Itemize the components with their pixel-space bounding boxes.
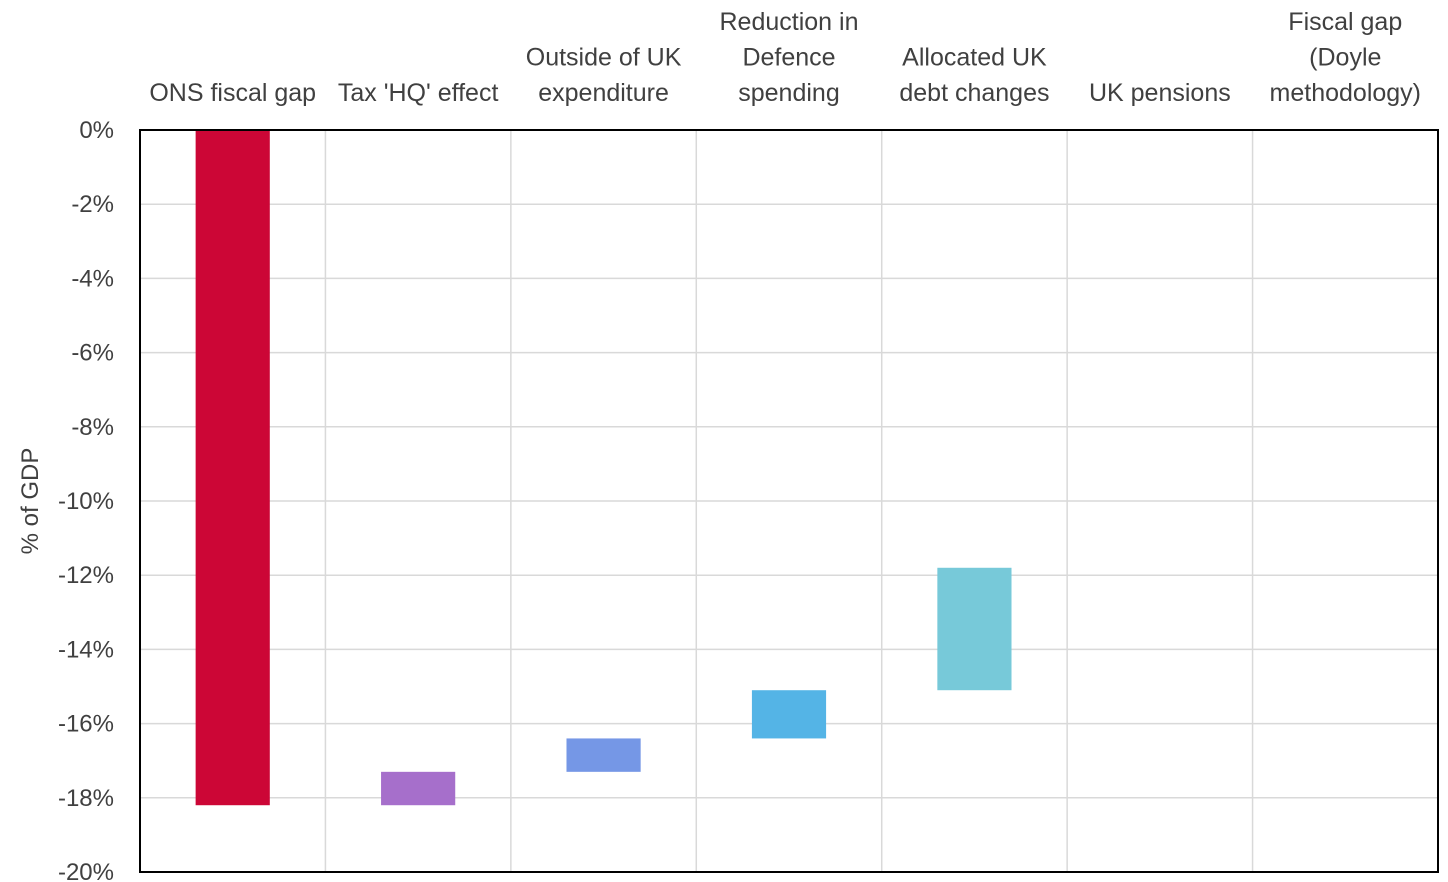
y-tick-label: 0% xyxy=(79,117,114,144)
category-label: Tax 'HQ' effect xyxy=(338,79,499,107)
y-tick-label: -10% xyxy=(58,488,114,515)
category-labels: ONS fiscal gap Tax 'HQ' effect Outside of … xyxy=(149,8,1421,107)
bars xyxy=(195,130,1012,806)
y-tick-label: -16% xyxy=(58,711,114,738)
category-label: Outside of UK expenditure xyxy=(526,44,682,108)
category-label: Reduction in Defence spending xyxy=(720,8,859,107)
y-axis-title: % of GDP xyxy=(17,448,44,555)
y-tick-labels: 0% -2% -4% -6% -8% -10% -12% -14% -16% -18% -20% xyxy=(58,117,114,882)
y-tick-label: -20% xyxy=(58,859,114,882)
grid-lines xyxy=(140,129,1438,873)
y-tick-label: -8% xyxy=(71,414,114,441)
category-label: Allocated UK debt changes xyxy=(899,44,1049,108)
waterfall-bar xyxy=(566,738,641,772)
category-label: ONS fiscal gap xyxy=(149,79,316,107)
y-tick-label: -12% xyxy=(58,562,114,589)
category-label: Fiscal gap (Doyle methodology) xyxy=(1270,8,1421,107)
y-tick-label: -14% xyxy=(58,636,114,663)
waterfall-bar xyxy=(381,771,456,806)
plot-area-border xyxy=(139,129,1439,873)
y-tick-label: -18% xyxy=(58,785,114,812)
y-tick-label: -2% xyxy=(71,191,114,218)
waterfall-bar xyxy=(195,130,270,806)
category-label: UK pensions xyxy=(1089,79,1231,107)
y-tick-label: -4% xyxy=(71,265,114,292)
waterfall-bar xyxy=(937,567,1012,691)
y-tick-label: -6% xyxy=(71,340,114,367)
waterfall-bar xyxy=(751,690,827,739)
